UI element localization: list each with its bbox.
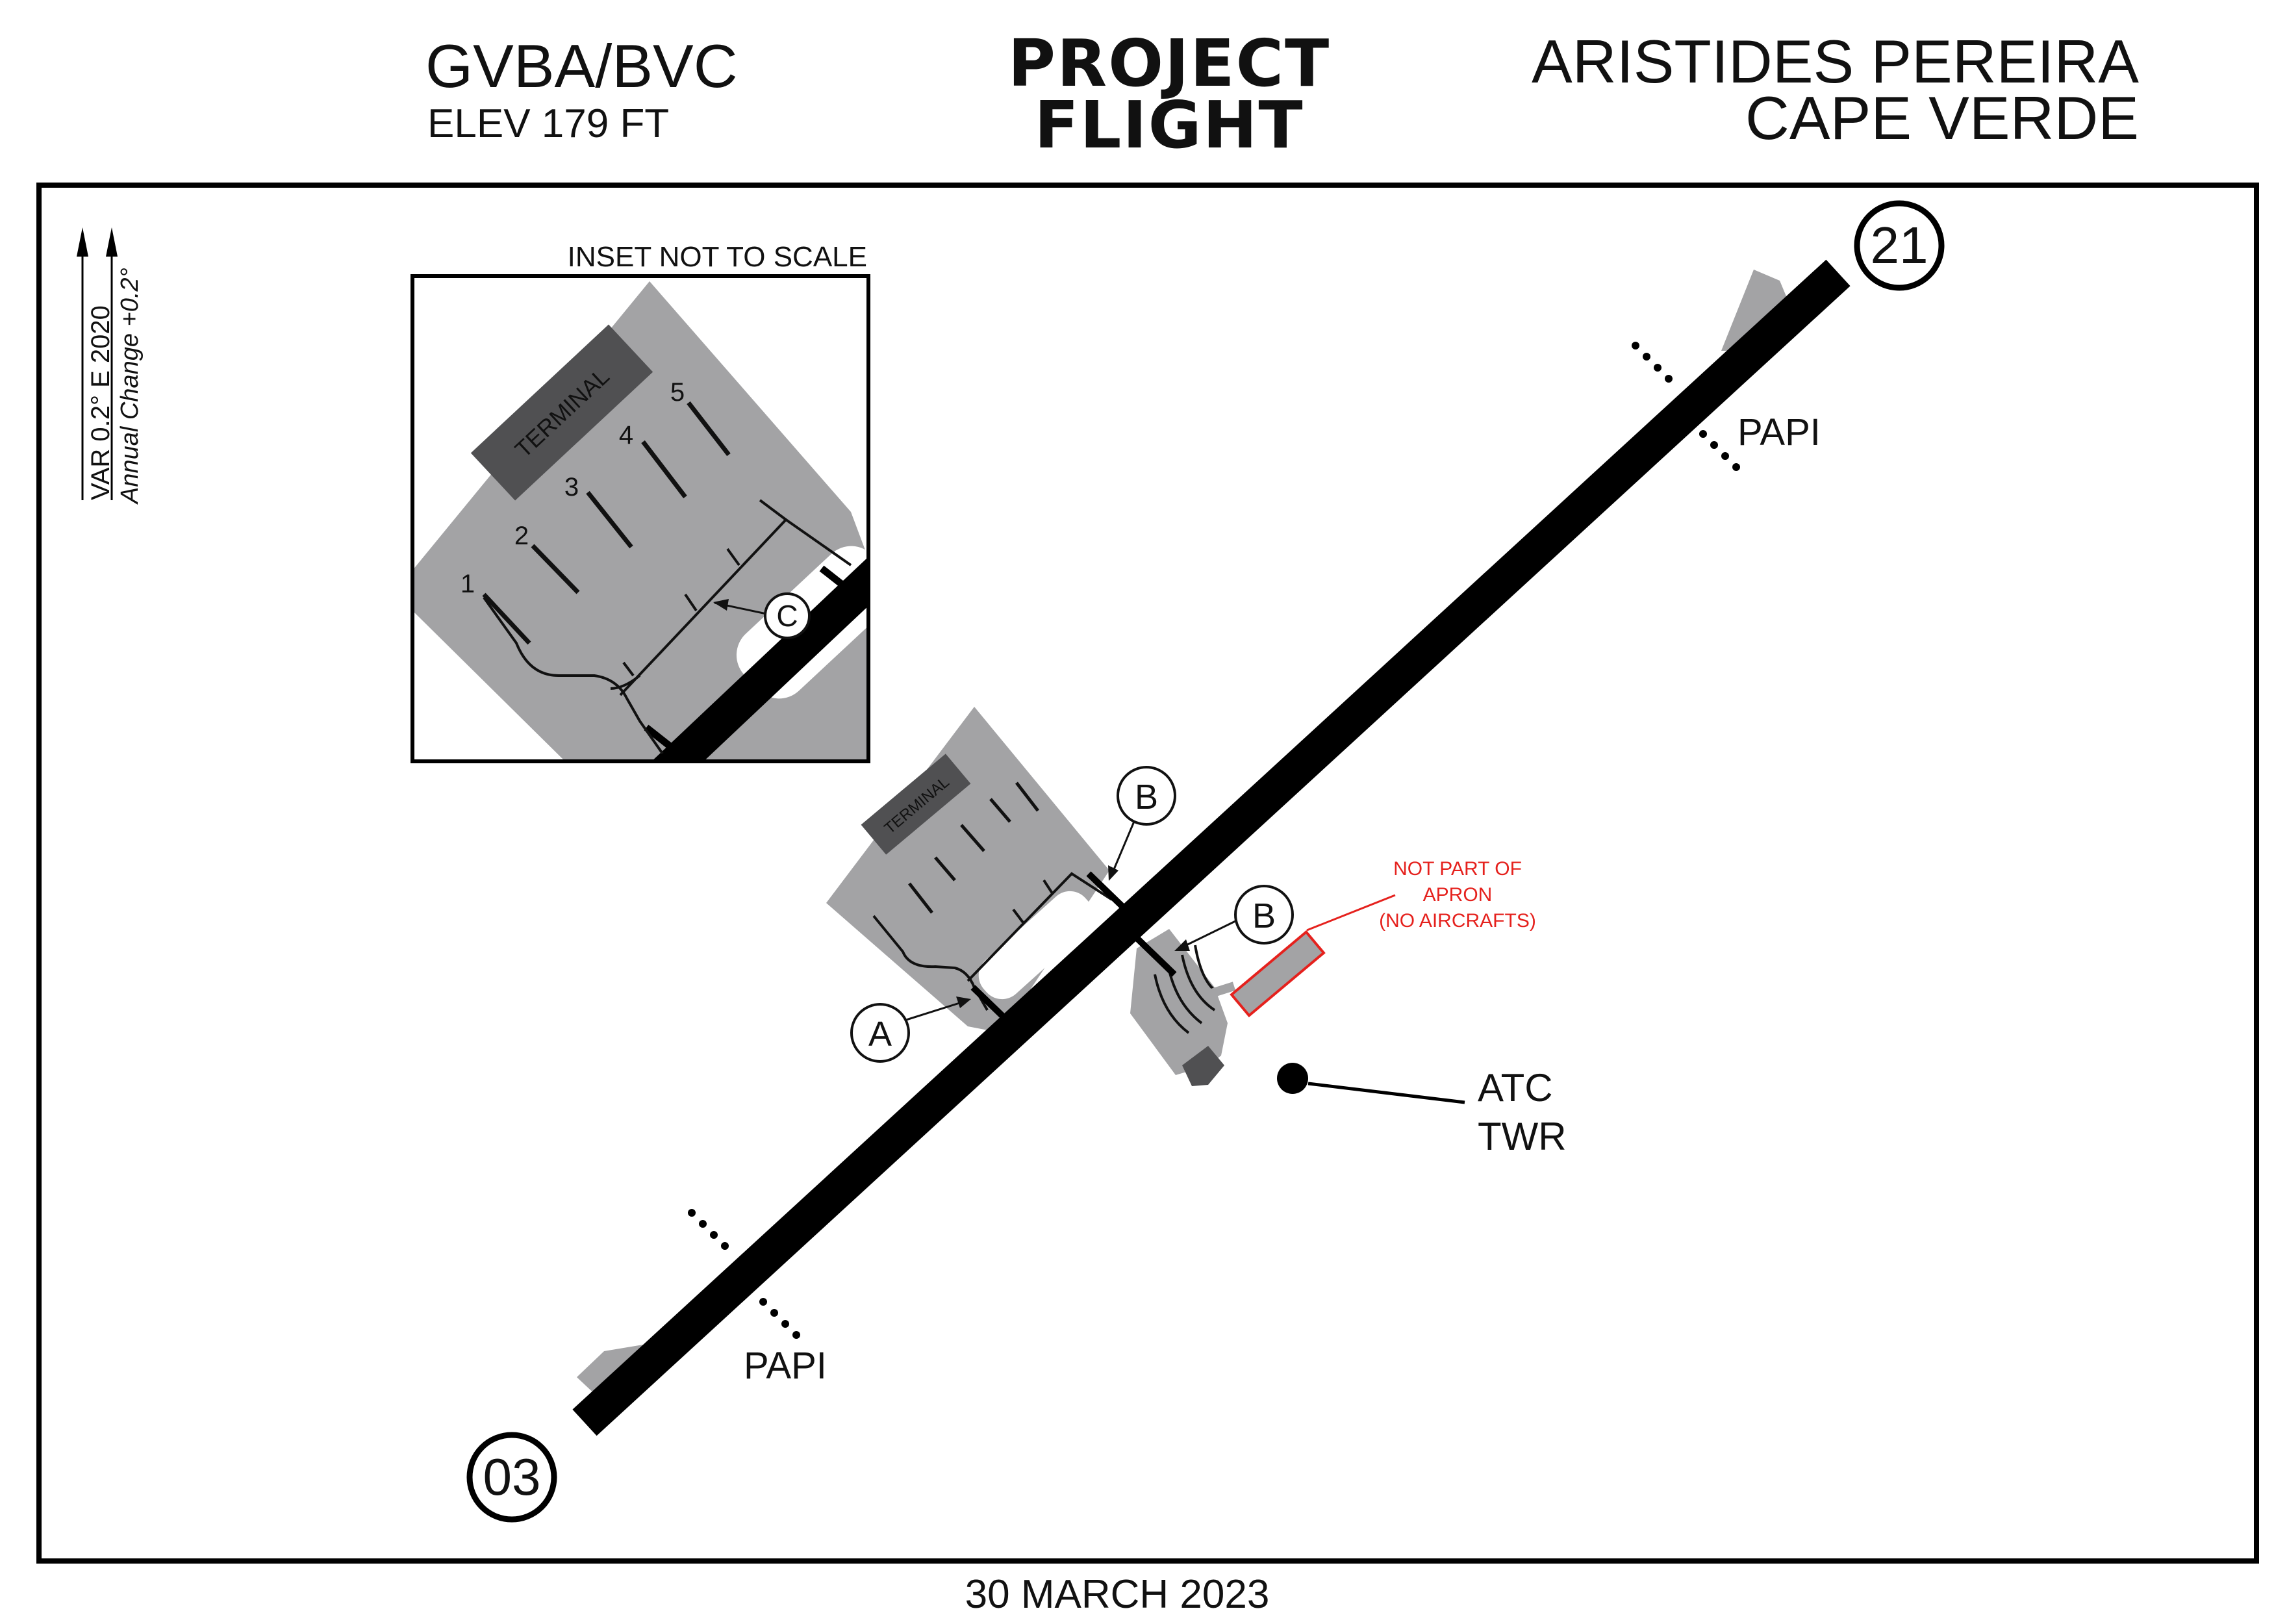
airport-code: GVBA/BVC [425, 32, 738, 100]
taxiway-a-marker: A [850, 996, 971, 1063]
airport-name: ARISTIDES PEREIRA [1532, 27, 2139, 95]
atc-leader-line [1308, 1082, 1465, 1104]
taxiway-b-north-marker: B [1108, 766, 1176, 881]
airport-elevation: ELEV 179 FT [427, 101, 670, 146]
annual-change-label: Annual Change +0.2° [116, 268, 144, 505]
main-apron-island [978, 891, 1094, 1000]
inset-stand-4: 4 [619, 421, 633, 450]
papi-south-label: PAPI [744, 1345, 827, 1387]
inset-hold-bar-north [819, 565, 868, 607]
ga-building [1182, 1046, 1224, 1086]
main-taxilines [872, 872, 1113, 1011]
restricted-note-line2: APRON [1423, 884, 1493, 906]
svg-text:21: 21 [1871, 216, 1928, 274]
inset-stand-lines [482, 401, 731, 645]
brand-line-2: FLIGHT [1034, 87, 1304, 163]
papi-north-icon [1632, 342, 1740, 471]
svg-text:A: A [868, 1015, 892, 1054]
hold-bar-b-north [1086, 871, 1131, 915]
inset-stand-2: 2 [514, 522, 529, 550]
twr-label: TWR [1478, 1115, 1567, 1158]
restricted-note-line1: NOT PART OF [1393, 858, 1522, 880]
inset-taxiway-c-marker: C [713, 592, 811, 639]
svg-text:B: B [1252, 896, 1276, 935]
inset-stand-1: 1 [461, 570, 475, 598]
atc-tower-icon [1277, 1063, 1308, 1094]
inset-caption: INSET NOT TO SCALE [568, 241, 867, 273]
svg-text:B: B [1135, 778, 1158, 817]
runway-end-03: 03 [466, 1432, 557, 1523]
svg-text:03: 03 [483, 1448, 541, 1506]
north-arrow-icon [77, 227, 118, 500]
ga-apron [1130, 929, 1228, 1075]
inset-frame [411, 274, 870, 763]
inset-map: TERMINAL 1 2 3 4 5 C [411, 274, 870, 763]
chart-date: 30 MARCH 2023 [965, 1572, 1270, 1617]
papi-north-label: PAPI [1737, 411, 1821, 453]
atc-label: ATC [1478, 1066, 1553, 1110]
runway-end-21: 21 [1854, 200, 1945, 291]
svg-text:C: C [776, 599, 798, 633]
runway-03-21 [572, 259, 1851, 1436]
inset-hold-bar-south [644, 724, 694, 761]
main-stand-lines [908, 781, 1039, 914]
restricted-area [1207, 894, 1396, 1018]
hold-bar-b-south [1131, 933, 1177, 977]
inset-runway [651, 557, 868, 761]
inset-taxilines [483, 499, 852, 755]
south-threshold-pad [577, 1345, 643, 1397]
inset-stand-5: 5 [670, 378, 685, 407]
hold-bar-a [970, 985, 1016, 1029]
inset-stand-3: 3 [564, 473, 579, 501]
brand-line-1: PROJECT [1007, 25, 1331, 101]
chart-frame [36, 183, 2259, 1564]
papi-south-icon [688, 1209, 800, 1339]
variation-label: VAR 0.2° E 2020 [86, 305, 115, 500]
airport-country: CAPE VERDE [1745, 84, 2139, 152]
taxiway-b-south-marker: B [1174, 885, 1294, 951]
restricted-note-line3: (NO AIRCRAFTS) [1379, 910, 1536, 932]
